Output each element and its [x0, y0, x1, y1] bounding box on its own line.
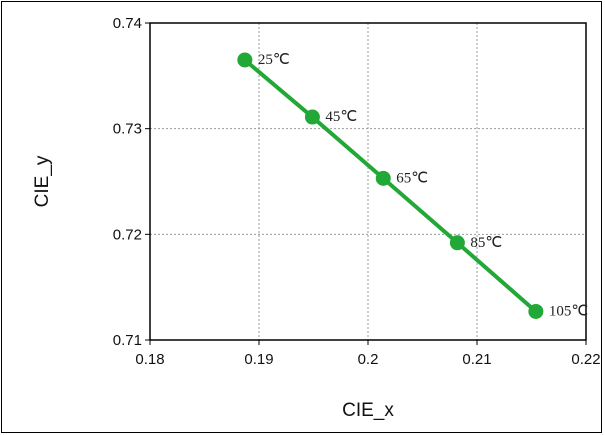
series-line	[242, 57, 538, 314]
y-axis-ticks: 0.71 0.72 0.73 0.74	[113, 15, 150, 349]
series-layer: 25℃ 45℃ 65℃ 85℃ 105℃	[237, 52, 588, 319]
x-tick-label: 0.18	[135, 351, 164, 368]
data-label: 105℃	[549, 303, 588, 319]
data-label: 25℃	[258, 52, 290, 68]
y-tick-label: 0.72	[113, 226, 142, 243]
y-tick-label: 0.71	[113, 332, 142, 349]
data-point	[304, 109, 320, 125]
data-label: 85℃	[470, 235, 502, 251]
x-tick-label: 0.21	[462, 351, 491, 368]
data-label: 45℃	[325, 109, 357, 125]
x-tick-label: 0.2	[358, 351, 379, 368]
data-point	[528, 303, 544, 319]
x-axis-title: CIE_x	[342, 400, 394, 421]
y-tick-label: 0.73	[113, 121, 142, 138]
y-axis-title: CIE_y	[32, 155, 53, 207]
data-point	[237, 52, 253, 68]
y-tick-label: 0.74	[113, 15, 142, 32]
grid-lines	[150, 23, 586, 340]
data-label: 65℃	[396, 170, 428, 186]
data-point	[449, 235, 465, 251]
x-tick-label: 0.19	[244, 351, 273, 368]
data-point	[375, 170, 391, 186]
x-tick-label: 0.22	[571, 351, 600, 368]
x-axis-ticks: 0.18 0.19 0.2 0.21 0.22	[135, 340, 601, 368]
